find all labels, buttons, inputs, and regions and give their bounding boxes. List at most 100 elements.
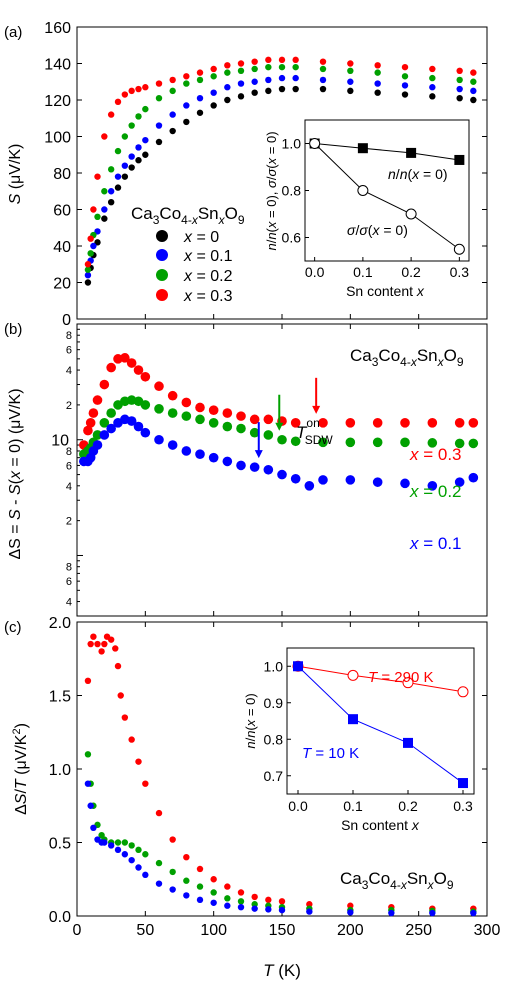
point-a-x-0-3 (224, 62, 231, 69)
panel-b-label: (b) (4, 321, 22, 338)
point-c-x-0-3 (84, 677, 92, 684)
panel-b-y-minor-label: 4 (66, 597, 72, 609)
panel-b-points (79, 353, 479, 491)
point-b-x-0-1 (208, 452, 219, 463)
point-a-x-0-3 (265, 56, 272, 64)
panel-a-y-tick-label: 120 (44, 93, 71, 110)
point-b-x-0-2 (277, 434, 287, 445)
point-c-x-0-3 (169, 836, 176, 843)
panel-c-x-tick-label: 0 (73, 922, 82, 939)
point-a-x-0 (237, 93, 245, 100)
point-b-x-0-2 (454, 438, 465, 449)
point-a-x-0 (251, 89, 258, 96)
point-a-x-0 (456, 94, 463, 102)
panel-c-y-tick-label: 1.0 (49, 762, 71, 779)
panel-a: (a) 0 20 40 60 80 100 120 140 160 S (μV/K) Ca3Co… (4, 20, 488, 329)
panel-c-x-tick-label: 250 (405, 922, 432, 939)
legend-label-x02: x = 0.2 (183, 268, 233, 285)
point-a-x-0-2 (251, 65, 258, 73)
point-b-x-0-3 (106, 362, 116, 373)
point-a-x-0-3 (456, 67, 463, 75)
point-a-x-0 (121, 173, 129, 180)
point-a-x-0-2 (374, 69, 381, 76)
panel-b-y-minor-label: 8 (66, 446, 72, 458)
point-c-x-0-3 (142, 780, 149, 787)
point-c-x-0-2 (114, 839, 122, 846)
point-a-x-0 (169, 127, 176, 135)
point-a-x-0-3 (292, 56, 299, 64)
point-c-x-0-3 (128, 736, 135, 743)
point-a-x-0-3 (183, 73, 190, 80)
panel-c-x-tick-label: 300 (474, 922, 501, 939)
point-c-x-0-1 (278, 906, 286, 914)
point-c-x-0-2 (142, 851, 149, 858)
inset-a-x-tick-label: 0.0 (305, 264, 325, 280)
point-c-x-0-1 (224, 902, 231, 909)
point-a-x-0 (128, 164, 135, 171)
point-c-x-0-3 (237, 889, 245, 896)
panel-c-y-tick-label: 2.0 (49, 615, 71, 632)
point-a-x-0-2 (121, 133, 129, 140)
point-c-x-0-1 (101, 839, 108, 846)
panel-a-y-tick-label: 80 (53, 166, 71, 183)
panel-b-y-minor-label: 6 (66, 460, 72, 472)
point-c-x-0-1 (306, 908, 313, 915)
point-a-x-0-3 (169, 76, 176, 84)
point-c-x-0-2 (210, 889, 217, 896)
point-b-x-0-1 (222, 456, 233, 467)
point-b-x-0-2 (427, 438, 438, 448)
point-a-x-0-1 (237, 80, 245, 87)
point-a-x-0-3 (155, 80, 163, 87)
point-b-x-0-1 (318, 475, 328, 485)
panel-b-y-minor-label: 6 (66, 576, 72, 588)
point-a-x-0-1 (292, 74, 299, 82)
inset-c-x-tick-label: 0.3 (453, 798, 473, 814)
point-c-x-0-3 (112, 645, 119, 652)
inset-c-marker-t-10-k (458, 778, 468, 789)
panel-a-y-tick-label: 160 (44, 20, 71, 37)
panel-a-y-label: S (μV/K) (7, 144, 24, 205)
inset-a-y-tick-label: 1.0 (282, 136, 302, 152)
point-a-x-0 (292, 85, 299, 93)
panel-b-y-minor-label: 6 (66, 345, 72, 357)
point-b-x-0-2 (400, 437, 410, 448)
point-c-x-0-3 (121, 714, 129, 721)
point-b-x-0-2 (372, 437, 383, 448)
inset-c-line-t-10-k (297, 665, 464, 784)
point-c-x-0-1 (84, 780, 92, 787)
point-a-x-0-1 (429, 84, 436, 91)
panel-b-title: Ca3Co4-xSnxO9 (350, 346, 464, 369)
point-a-x-0-3 (90, 206, 97, 213)
point-a-x-0-3 (319, 58, 327, 65)
panel-a-inset-ticks: 0.0 0.1 0.2 0.3 0.6 0.8 1.0 (282, 136, 470, 281)
point-b-x-0-3 (154, 381, 164, 392)
series-label-x02: x = 0.2 (409, 482, 462, 501)
point-a-x-0-1 (114, 173, 122, 180)
point-b-x-0-1 (249, 462, 260, 472)
point-a-x-0-2 (196, 76, 204, 84)
point-b-x-0-3 (92, 395, 103, 405)
point-c-x-0-1 (210, 899, 217, 906)
point-a-x-0-2 (278, 63, 286, 71)
inset-c-x-tick-label: 0.0 (288, 798, 308, 814)
panel-a-inset-lines (309, 138, 465, 255)
point-b-x-0-1 (263, 464, 274, 475)
point-a-x-0-1 (347, 78, 354, 85)
panel-b-y-minor-label: 2 (66, 516, 72, 528)
point-c-x-0-1 (388, 909, 395, 917)
point-a-x-0-1 (456, 85, 463, 93)
panel-c-title: Ca3Co4-xSnxO9 (340, 869, 454, 892)
point-a-x-0-2 (135, 113, 142, 120)
point-a-x-0-1 (90, 242, 97, 250)
inset-a-x-tick-label: 0.1 (353, 264, 373, 280)
point-c-x-0-3 (87, 640, 94, 648)
point-c-x-0-2 (251, 901, 258, 908)
point-c-x-0-2 (135, 846, 142, 854)
point-a-x-0-1 (183, 102, 190, 109)
inset-a-x-tick-label: 0.3 (450, 264, 470, 280)
point-a-x-0-3 (210, 65, 217, 73)
panel-a-y-tick-label: 60 (53, 203, 71, 220)
inset-a-marker-n-n-x-0 (454, 154, 465, 165)
point-c-x-0-2 (128, 842, 135, 849)
series-label-x01: x = 0.1 (409, 534, 462, 553)
